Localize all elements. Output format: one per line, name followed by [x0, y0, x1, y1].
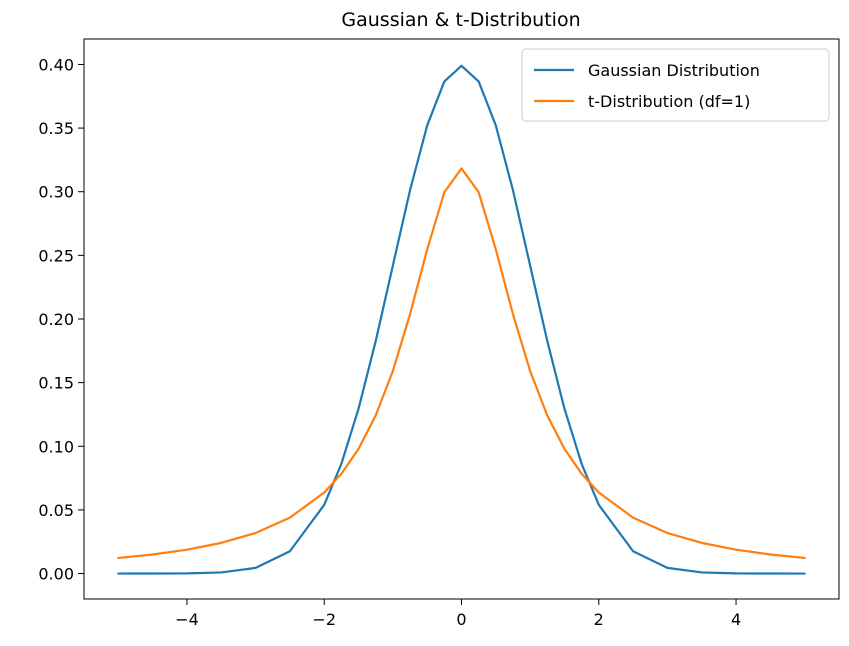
axes-layer: −4 −2 0 2 4 0.00 0.05 0.10 0.15 0.20 0.25 0.30 0.35 0… — [38, 38, 840, 629]
y-tick-label: 0.05 — [38, 501, 74, 520]
y-tick-label: 0.00 — [38, 565, 74, 584]
x-tick-label: 4 — [731, 610, 741, 629]
x-tick-label: −4 — [175, 610, 199, 629]
x-tick-label: 2 — [594, 610, 604, 629]
y-tick-label: 0.30 — [38, 183, 74, 202]
series-layer — [117, 64, 806, 575]
series-line-2 — [117, 167, 806, 560]
plot-area — [84, 39, 839, 599]
y-tick-label: 0.20 — [38, 310, 74, 329]
x-tick-label: −2 — [312, 610, 336, 629]
y-tick-label: 0.15 — [38, 374, 74, 393]
chart-title: Gaussian & t-Distribution — [341, 9, 580, 31]
series-line-1 — [117, 64, 806, 575]
plot-background — [84, 39, 839, 599]
x-tick-label: 0 — [456, 610, 466, 629]
legend-label: t-Distribution (df=1) — [588, 92, 750, 111]
y-tick-label: 0.10 — [38, 437, 74, 456]
legend-label: Gaussian Distribution — [588, 61, 760, 80]
y-tick-label: 0.40 — [38, 55, 74, 74]
y-tick-label: 0.35 — [38, 119, 74, 138]
y-tick-label: 0.25 — [38, 246, 74, 265]
legend: Gaussian Distribution t-Distribution (df=… — [521, 48, 830, 122]
legend-box — [521, 48, 830, 122]
